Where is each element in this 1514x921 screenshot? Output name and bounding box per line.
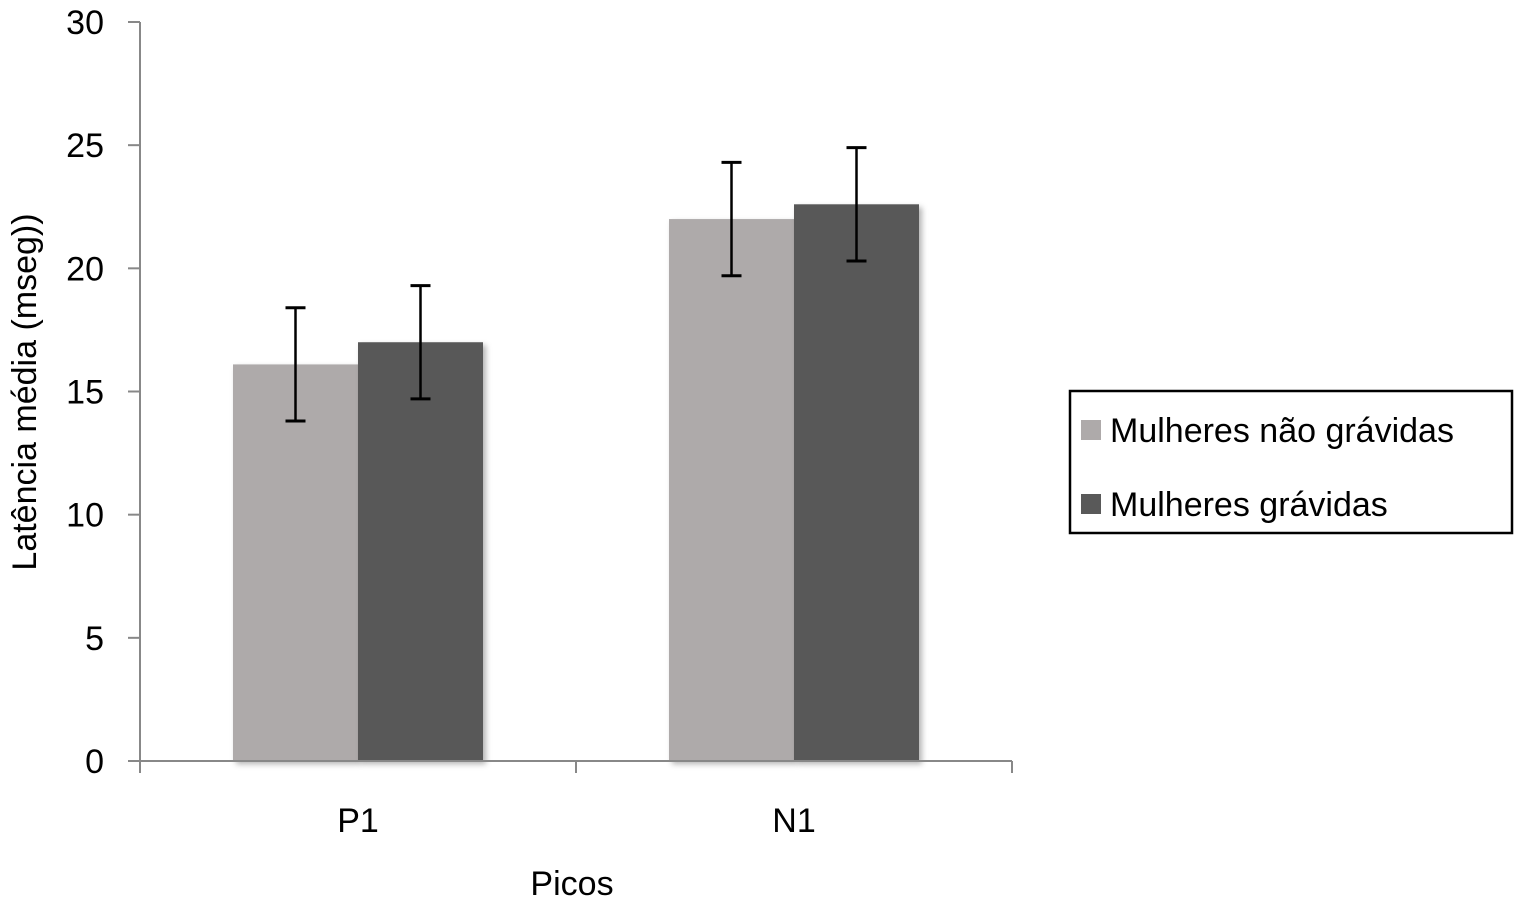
y-tick-label: 10 — [66, 497, 104, 535]
bar — [358, 342, 483, 761]
y-tick-label: 15 — [66, 374, 104, 412]
y-tick-label: 25 — [66, 127, 104, 165]
legend-label-non-pregnant: Mulheres não grávidas — [1110, 412, 1454, 450]
legend-swatch-non-pregnant — [1081, 420, 1101, 440]
y-tick-label: 0 — [85, 743, 104, 781]
y-tick-label: 30 — [66, 4, 104, 42]
bar — [669, 219, 794, 762]
y-axis-label: Latência média (mseg)) — [6, 213, 44, 570]
y-tick-label: 20 — [66, 250, 104, 288]
y-tick-label: 5 — [85, 620, 104, 658]
bar — [233, 364, 358, 761]
legend-box — [1068, 389, 1514, 535]
legend-swatch-pregnant — [1081, 494, 1101, 514]
x-tick-label: P1 — [337, 802, 379, 840]
bar — [794, 204, 919, 761]
legend-label-pregnant: Mulheres grávidas — [1110, 486, 1388, 524]
x-axis-label: Picos — [530, 865, 613, 903]
legend: Mulheres não grávidas Mulheres grávidas — [1068, 389, 1514, 535]
x-tick-label: N1 — [772, 802, 815, 840]
